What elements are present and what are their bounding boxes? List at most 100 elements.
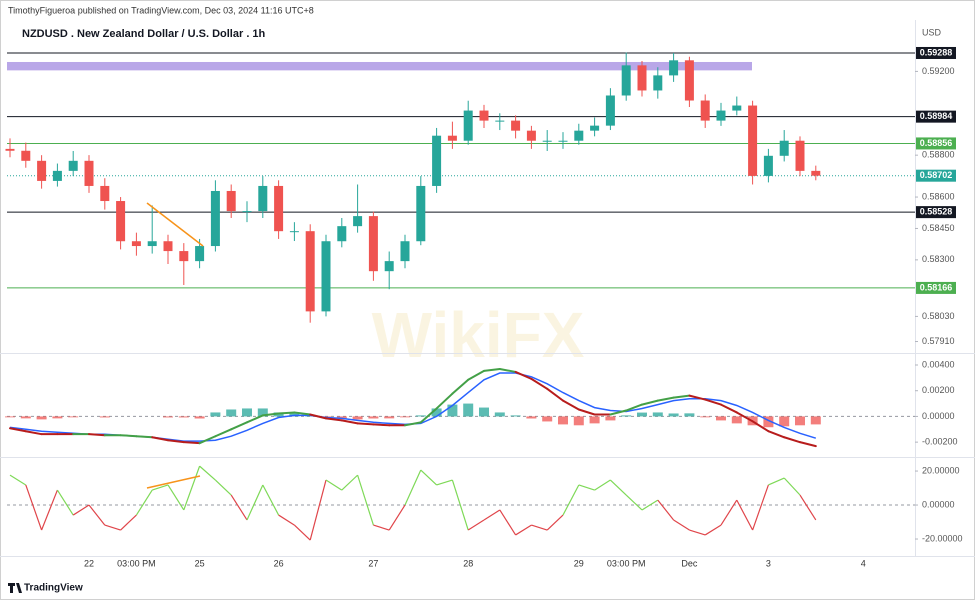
x-tick-label: 27 xyxy=(368,558,378,568)
candle-body xyxy=(52,170,62,181)
oscillator-line xyxy=(373,524,390,531)
macd-line xyxy=(751,420,770,433)
level-label: 0.58702 xyxy=(920,170,953,180)
histogram-bar xyxy=(779,416,790,427)
candle-body xyxy=(463,110,473,141)
oscillator-line xyxy=(594,479,611,491)
macd-line xyxy=(230,421,248,431)
candle-body xyxy=(321,241,331,312)
x-tick-label: 29 xyxy=(574,558,584,568)
candle-body xyxy=(495,120,505,122)
candle-body xyxy=(368,216,378,272)
macd-line xyxy=(720,403,738,414)
histogram-bar xyxy=(36,416,47,420)
histogram-bar xyxy=(479,407,489,417)
histogram-bar xyxy=(68,416,79,418)
watermark: WikiFX xyxy=(372,299,585,371)
candle-body xyxy=(558,140,568,142)
oscillator-line xyxy=(104,524,121,531)
histogram-bar xyxy=(400,416,410,418)
y-tick-label: 0.00400 xyxy=(922,359,955,369)
histogram-bar xyxy=(589,416,600,424)
macd-line xyxy=(167,439,185,444)
macd-line xyxy=(340,419,359,425)
candle-body xyxy=(274,185,284,232)
oscillator-line xyxy=(736,499,754,531)
candle-body xyxy=(163,241,173,252)
x-tick-label: 3 xyxy=(766,558,771,568)
macd-line xyxy=(246,414,264,424)
histogram-bar xyxy=(415,415,426,417)
y-tick-label: 0.58450 xyxy=(922,223,955,233)
macd-line xyxy=(577,408,596,416)
y-tick-label: 0.58300 xyxy=(922,254,955,264)
histogram-bar xyxy=(731,416,742,424)
macd-line xyxy=(483,367,501,372)
macd-line xyxy=(356,422,375,426)
histogram-bar xyxy=(210,412,221,417)
oscillator-line xyxy=(641,499,659,511)
candle-body xyxy=(732,105,742,111)
candle-body xyxy=(669,60,679,76)
oscillator-line xyxy=(499,509,517,536)
histogram-bar xyxy=(20,416,31,419)
y-tick-label: -0.00200 xyxy=(922,437,958,447)
oscillator-line xyxy=(420,469,438,486)
candle-body xyxy=(779,140,789,156)
level-label-box xyxy=(916,169,956,182)
oscillator-line xyxy=(388,504,406,531)
macd-line xyxy=(151,436,169,442)
histogram-bar xyxy=(652,412,663,417)
y-tick-label: 0.58600 xyxy=(922,191,955,201)
oscillator-line xyxy=(230,494,248,521)
macd-line xyxy=(261,412,280,417)
macd-line xyxy=(214,428,233,438)
brand-logo xyxy=(8,583,22,593)
macd-line xyxy=(688,394,707,401)
y-tick-label: 0.00000 xyxy=(922,411,955,421)
candle-body xyxy=(811,170,821,176)
macd-line xyxy=(498,367,517,373)
candle-body xyxy=(100,185,110,202)
macd-line xyxy=(135,435,154,439)
oscillator-line xyxy=(183,465,201,511)
y-tick-label: 0.57910 xyxy=(922,336,955,346)
y-tick-label: 0.59200 xyxy=(922,66,955,76)
x-tick-label: 25 xyxy=(195,558,205,568)
macd-line xyxy=(641,399,659,406)
oscillator-line xyxy=(309,479,327,541)
histogram-bar xyxy=(463,403,474,417)
oscillator-line xyxy=(531,524,548,531)
macd-line xyxy=(404,421,422,427)
candle-body xyxy=(605,95,615,126)
oscillator-line xyxy=(515,524,532,536)
macd-line xyxy=(609,409,628,416)
oscillator-line xyxy=(41,489,58,531)
level-label-box xyxy=(916,110,956,123)
histogram-bar xyxy=(510,415,521,417)
oscillator-line xyxy=(467,519,485,531)
y-tick-label: 0.58800 xyxy=(922,150,955,160)
macd-line xyxy=(435,392,454,410)
candle-body xyxy=(21,150,31,161)
brand: TradingView xyxy=(8,583,83,594)
macd-line xyxy=(514,370,533,380)
oscillator-line xyxy=(152,484,169,491)
candle-body xyxy=(84,160,94,186)
candle-body xyxy=(574,130,584,141)
macd-line xyxy=(767,430,786,439)
oscillator-line xyxy=(752,484,769,531)
oscillator-line xyxy=(625,494,643,511)
macd-line xyxy=(88,433,106,437)
histogram-bar xyxy=(226,409,237,417)
oscillator-line xyxy=(214,479,232,496)
candle-body xyxy=(590,125,600,131)
oscillator-line xyxy=(135,489,153,516)
oscillator-line xyxy=(88,504,106,526)
histogram-bar xyxy=(352,416,363,420)
candle-body xyxy=(653,75,663,91)
oscillator-line xyxy=(120,514,137,531)
macd-line xyxy=(783,436,801,444)
oscillator-line xyxy=(199,465,216,481)
